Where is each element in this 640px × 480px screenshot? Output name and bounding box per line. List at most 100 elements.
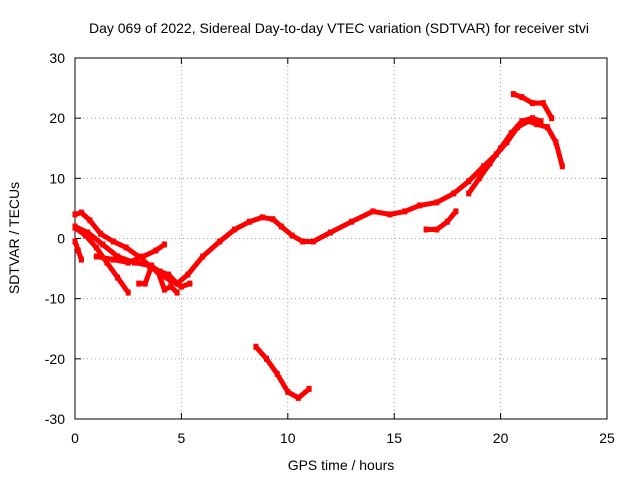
chart-title: Day 069 of 2022, Sidereal Day-to-day VTE…	[89, 20, 589, 36]
data-point	[423, 226, 429, 233]
data-point	[72, 211, 78, 218]
data-point	[93, 253, 99, 260]
data-point	[559, 163, 565, 170]
y-tick-label: -30	[45, 411, 65, 427]
y-tick-label: 20	[49, 110, 65, 126]
data-point	[476, 175, 482, 182]
grid	[75, 58, 607, 419]
axis-ticks: 0 5 10 15 20 25 -30 -20 -10 0 10 20 30	[45, 50, 615, 446]
data-point	[161, 241, 167, 248]
x-tick-label: 0	[71, 430, 79, 446]
data-point	[200, 253, 206, 260]
data-point	[274, 370, 280, 377]
data-point	[553, 139, 559, 146]
data-point	[136, 280, 142, 287]
data-point	[534, 121, 540, 128]
data-point	[510, 91, 516, 98]
data-point	[370, 208, 376, 215]
data-point	[402, 208, 408, 215]
data-point	[519, 94, 525, 101]
data-point	[434, 226, 440, 233]
y-tick-label: 30	[49, 50, 65, 66]
data-point	[310, 238, 316, 245]
data-point	[544, 124, 550, 131]
y-tick-label: 10	[49, 170, 65, 186]
data-point	[168, 277, 174, 284]
x-axis-label: GPS time / hours	[288, 457, 395, 473]
data-point	[161, 286, 167, 293]
data-point	[349, 218, 355, 225]
data-point	[417, 202, 423, 209]
data-point	[153, 247, 159, 254]
data-point	[93, 244, 99, 251]
data-point	[125, 259, 131, 266]
data-point	[508, 130, 514, 137]
series-layer	[72, 91, 565, 401]
data-point	[466, 190, 472, 197]
data-point	[306, 385, 312, 392]
series-trace-4	[72, 224, 193, 290]
data-point	[300, 238, 306, 245]
data-point	[78, 256, 84, 263]
series-trace-10	[253, 344, 312, 401]
y-tick-label: -20	[45, 351, 65, 367]
y-axis-label: SDTVAR / TECUs	[6, 182, 22, 294]
data-point	[168, 283, 174, 290]
data-point	[481, 163, 487, 170]
x-tick-label: 5	[178, 430, 186, 446]
data-point	[232, 226, 238, 233]
data-point	[174, 289, 180, 296]
data-point	[155, 268, 161, 275]
data-point	[289, 232, 295, 239]
data-point	[434, 199, 440, 206]
data-point	[264, 355, 269, 362]
data-point	[100, 241, 106, 248]
data-point	[110, 238, 116, 245]
data-point	[166, 271, 172, 278]
data-point	[466, 178, 472, 185]
data-point	[285, 388, 291, 395]
data-point	[451, 190, 457, 197]
data-point	[549, 115, 555, 122]
data-point	[387, 211, 393, 218]
x-tick-label: 15	[386, 430, 402, 446]
x-tick-label: 20	[493, 430, 509, 446]
data-point	[178, 283, 184, 290]
data-point	[87, 217, 93, 224]
series-trace-1	[72, 118, 565, 287]
data-point	[85, 229, 91, 236]
data-point	[487, 160, 493, 167]
data-point	[259, 214, 265, 221]
data-point	[540, 100, 546, 107]
data-point	[253, 343, 259, 350]
data-point	[149, 262, 155, 269]
x-tick-label: 25	[599, 430, 615, 446]
data-point	[217, 238, 223, 245]
data-point	[530, 115, 535, 122]
data-point	[123, 244, 129, 251]
data-point	[72, 223, 78, 230]
data-point	[295, 394, 301, 401]
data-point	[270, 216, 276, 223]
y-tick-label: -10	[45, 291, 65, 307]
data-point	[125, 289, 131, 296]
series-trace-7	[423, 208, 459, 232]
data-point	[142, 280, 148, 287]
data-point	[187, 280, 193, 287]
data-point	[530, 100, 535, 107]
data-point	[115, 274, 121, 281]
data-point	[110, 256, 116, 263]
data-point	[104, 259, 110, 266]
series-trace-8	[466, 115, 544, 196]
data-point	[278, 223, 284, 230]
x-tick-label: 10	[280, 430, 296, 446]
data-point	[185, 271, 191, 278]
data-point	[72, 238, 78, 245]
data-point	[498, 145, 504, 152]
data-point	[75, 247, 81, 254]
series-trace-9	[510, 91, 555, 121]
data-point	[247, 218, 252, 225]
data-point	[519, 118, 525, 125]
data-point	[98, 230, 103, 237]
